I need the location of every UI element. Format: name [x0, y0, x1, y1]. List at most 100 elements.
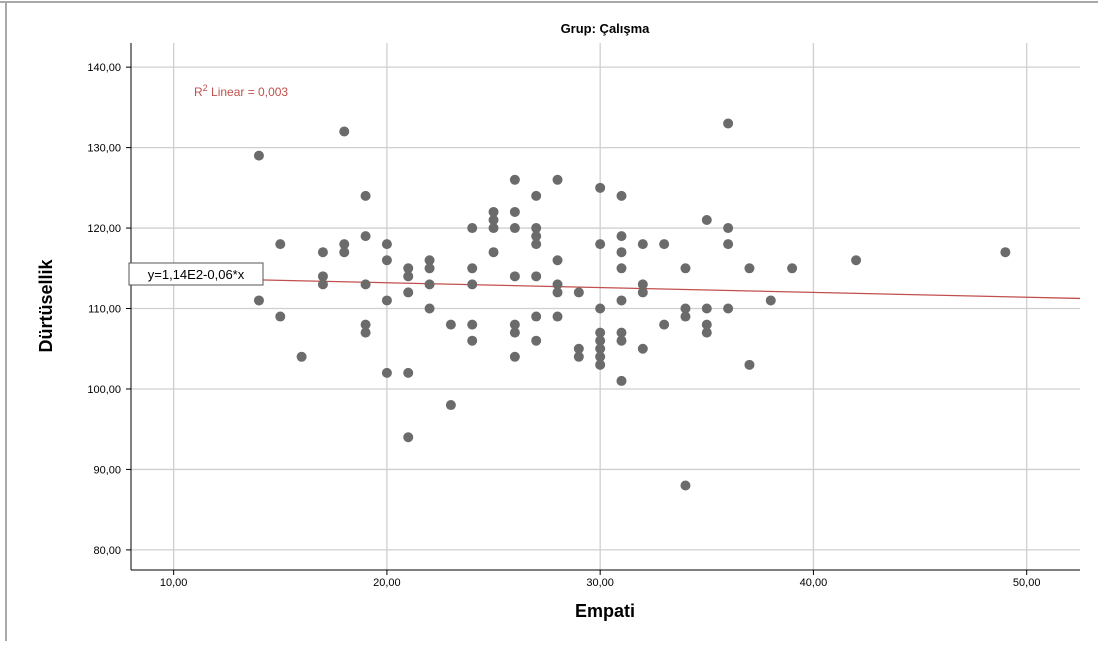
- data-point: [595, 351, 606, 362]
- data-point: [509, 319, 520, 330]
- data-point: [573, 287, 584, 298]
- data-point: [467, 223, 478, 234]
- data-point: [509, 327, 520, 338]
- y-tick-labels: 80,00 90,00 100,00 110,00 120,00 130,00 140,00: [87, 62, 131, 557]
- data-point: [659, 319, 670, 330]
- data-point: [595, 359, 606, 370]
- data-point: [403, 271, 414, 282]
- data-point: [616, 295, 627, 306]
- data-point: [851, 255, 862, 266]
- data-point: [467, 279, 478, 290]
- data-point: [1000, 247, 1011, 258]
- y-tick-label: 140,00: [87, 62, 121, 74]
- data-point: [765, 295, 776, 306]
- data-point: [531, 231, 542, 242]
- data-point: [360, 279, 371, 290]
- data-point: [339, 126, 350, 137]
- data-point: [701, 303, 712, 314]
- data-points: [253, 118, 1011, 491]
- data-point: [744, 359, 755, 370]
- data-point: [552, 311, 563, 322]
- r2-value: Linear = 0,003: [208, 85, 289, 99]
- data-point: [403, 263, 414, 274]
- y-axis-label: Dürtüsellik: [36, 259, 56, 353]
- data-point: [595, 335, 606, 346]
- data-point: [424, 255, 435, 266]
- x-tick-label: 50,00: [1013, 577, 1041, 589]
- data-point: [680, 303, 691, 314]
- data-point: [531, 239, 542, 250]
- data-point: [637, 239, 648, 250]
- data-point: [616, 247, 627, 258]
- data-point: [552, 255, 563, 266]
- data-point: [317, 279, 328, 290]
- data-point: [744, 263, 755, 274]
- data-point: [531, 311, 542, 322]
- y-tick-label: 130,00: [87, 143, 121, 155]
- data-point: [445, 319, 456, 330]
- x-tick-label: 20,00: [373, 577, 401, 589]
- y-tick-label: 120,00: [87, 223, 121, 235]
- data-point: [360, 327, 371, 338]
- data-point: [595, 303, 606, 314]
- data-point: [296, 351, 307, 362]
- x-tick-label: 10,00: [160, 577, 188, 589]
- data-point: [403, 432, 414, 443]
- data-point: [616, 231, 627, 242]
- equation-box-frame: [128, 262, 264, 286]
- axes: [130, 43, 1080, 571]
- data-point: [531, 335, 542, 346]
- data-point: [552, 279, 563, 290]
- y-tick-label: 80,00: [93, 545, 121, 557]
- data-point: [531, 190, 542, 201]
- data-point: [659, 239, 670, 250]
- data-point: [723, 239, 734, 250]
- data-point: [531, 271, 542, 282]
- data-point: [637, 287, 648, 298]
- data-point: [595, 343, 606, 354]
- data-point: [680, 263, 691, 274]
- data-point: [531, 223, 542, 234]
- data-point: [701, 327, 712, 338]
- data-point: [339, 239, 350, 250]
- data-point: [360, 319, 371, 330]
- data-point: [509, 223, 520, 234]
- r2-superscript: 2: [203, 83, 208, 93]
- data-point: [787, 263, 798, 274]
- data-point: [701, 215, 712, 226]
- data-point: [424, 279, 435, 290]
- data-point: [403, 287, 414, 298]
- data-point: [275, 311, 286, 322]
- data-point: [616, 190, 627, 201]
- data-point: [360, 190, 371, 201]
- data-point: [339, 247, 350, 258]
- x-axis-label: Empati: [575, 601, 635, 621]
- grid-lines: [131, 43, 1080, 570]
- equation-box: y=1,14E2-0,06*x: [128, 262, 264, 286]
- data-point: [509, 174, 520, 185]
- y-tick-label: 100,00: [87, 384, 121, 396]
- data-point: [488, 215, 499, 226]
- data-point: [573, 343, 584, 354]
- x-tick-label: 30,00: [586, 577, 614, 589]
- data-point: [573, 351, 584, 362]
- data-point: [488, 223, 499, 234]
- data-point: [467, 263, 478, 274]
- data-point: [637, 279, 648, 290]
- fit-line: [258, 279, 1081, 300]
- equation-label: y=1,14E2-0,06*x: [148, 267, 245, 282]
- data-point: [509, 351, 520, 362]
- data-point: [275, 239, 286, 250]
- data-point: [381, 367, 392, 378]
- data-point: [680, 480, 691, 491]
- data-point: [488, 247, 499, 258]
- y-tick-label: 110,00: [88, 304, 121, 316]
- data-point: [445, 400, 456, 411]
- data-point: [595, 327, 606, 338]
- data-point: [701, 319, 712, 330]
- data-point: [723, 303, 734, 314]
- data-point: [723, 118, 734, 129]
- data-point: [317, 271, 328, 282]
